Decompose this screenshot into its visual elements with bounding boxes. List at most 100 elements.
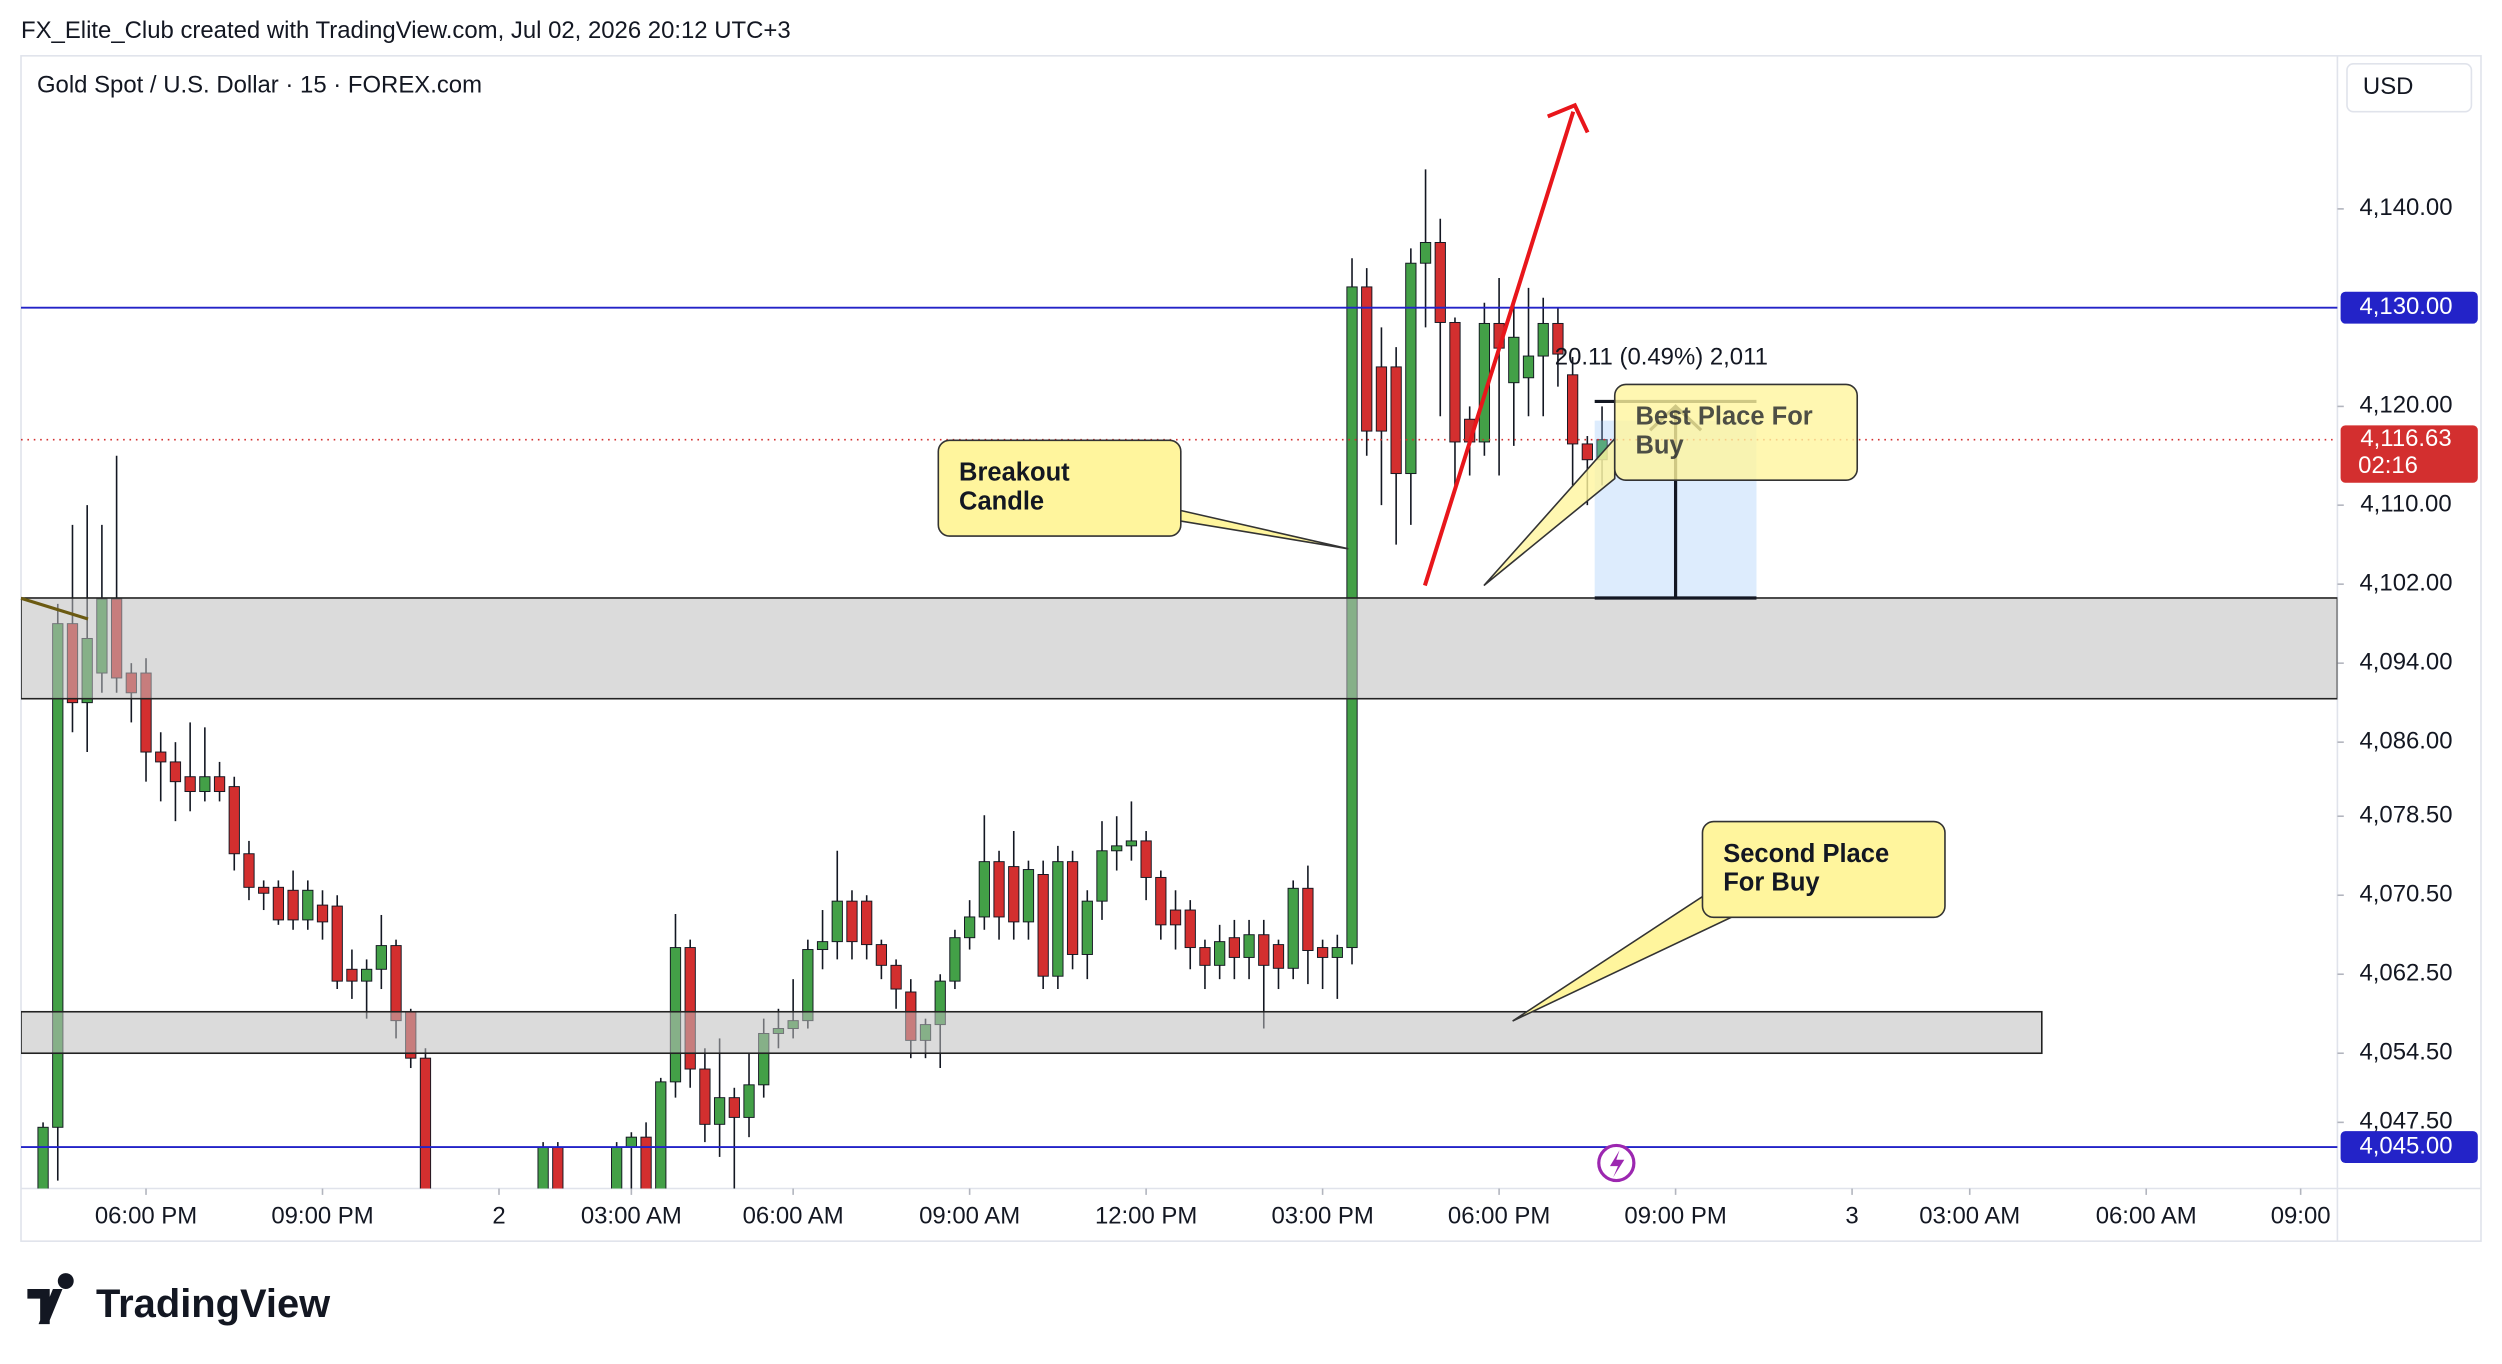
candle-body (419, 1057, 432, 1189)
candle-body (1258, 934, 1270, 966)
callout-box (937, 439, 1182, 537)
candle-body (390, 945, 402, 1022)
last-price-bg (2340, 425, 2478, 483)
x-tick-label: 06:00 AM (743, 1203, 844, 1230)
candle-body (1390, 366, 1402, 475)
level-label-bg (2340, 1131, 2478, 1163)
candle-body (213, 776, 226, 793)
x-tick-label: 09:00 PM (271, 1203, 373, 1230)
candle-body (1302, 887, 1314, 952)
candle-body (1243, 934, 1255, 958)
candle-body (1140, 840, 1152, 878)
candle-body (875, 944, 888, 966)
candle-body (655, 1081, 667, 1189)
y-tick-label: 4,070.50 (2359, 881, 2452, 908)
arrow (1422, 111, 1576, 587)
y-tick-label: 4,110.00 (2360, 490, 2451, 517)
candle-body (1361, 286, 1373, 432)
candle-body (1449, 321, 1461, 443)
zone (21, 597, 2338, 700)
y-tick-label: 4,094.00 (2359, 648, 2452, 675)
level-label: 4,130.00 (2359, 293, 2452, 320)
candle-body (537, 1146, 549, 1189)
callout-text: Buy (1635, 431, 1684, 459)
x-tick-label: 12:00 PM (1095, 1203, 1197, 1230)
currency-box[interactable] (2346, 63, 2473, 113)
zone (21, 1010, 2043, 1055)
candle-body (1111, 845, 1123, 852)
candle-body (1037, 874, 1049, 977)
position-label: 20.11 (0.49%) 2,011 (1555, 344, 1768, 371)
trendline (20, 596, 89, 621)
chart-title: Gold Spot / U.S. Dollar · 15 · FOREX.com (37, 71, 482, 98)
y-tick-label: 4,078.50 (2359, 802, 2452, 829)
last-price-label: 4,116.63 (2360, 425, 2451, 452)
candle-body (1419, 241, 1432, 264)
y-tick-label: 4,062.50 (2359, 960, 2452, 987)
y-tick-label: 4,086.00 (2359, 727, 2452, 754)
x-tick-label: 09:00 AM (919, 1203, 1020, 1230)
candle-body (1287, 887, 1299, 969)
candle-body (846, 900, 858, 943)
brand-logo: TradingView (27, 1273, 331, 1326)
level-label: 4,045.00 (2359, 1132, 2452, 1159)
plot (21, 169, 2338, 1189)
y-tick-label: 4,102.00 (2359, 569, 2452, 596)
candle-body (802, 949, 814, 1022)
candle-body (272, 886, 285, 921)
candle-body (1214, 941, 1226, 966)
candle-body (199, 776, 211, 793)
brand: TradingView (96, 1282, 331, 1326)
candle-body (861, 900, 873, 946)
logo-mark (27, 1273, 74, 1325)
x-tick-label: 06:00 AM (2096, 1203, 2197, 1230)
y-tick-label: 4,120.00 (2359, 392, 2452, 419)
level-label-bg (2340, 291, 2478, 324)
candle-body (1008, 866, 1020, 923)
candle-body (184, 776, 196, 793)
candle-body (1272, 944, 1285, 969)
candle-body (1125, 840, 1138, 847)
candle-body (1228, 937, 1240, 958)
candle-body (37, 1126, 49, 1189)
candle-body (316, 904, 329, 923)
y-tick-label: 4,054.50 (2359, 1039, 2452, 1066)
callout-text: Breakout (959, 459, 1070, 487)
candle-body (1522, 355, 1535, 379)
candle-body (1405, 262, 1417, 475)
x-tick-label: 06:00 PM (1448, 1203, 1550, 1230)
candle-body (287, 889, 299, 921)
candle-body (1155, 876, 1167, 926)
x-tick-label: 3 (1845, 1203, 1858, 1230)
candle-body (1052, 861, 1064, 977)
callout-pointer (1512, 895, 1733, 1022)
candle-body (1184, 909, 1196, 949)
callout-text: Best Place For (1635, 403, 1812, 431)
candle-body (361, 968, 373, 982)
candle-body (375, 945, 387, 970)
candle-body (1508, 336, 1520, 384)
overlay: Breakout Candle Best Place For Buy Secon… (20, 63, 2473, 1326)
candle-body (684, 947, 696, 1070)
candle-body (302, 889, 314, 921)
callout-text: Second Place (1723, 840, 1889, 868)
candle-body (1567, 374, 1579, 445)
candle-body (346, 968, 358, 982)
candle-body (1066, 861, 1079, 955)
x-tick-label: 06:00 PM (95, 1203, 197, 1230)
candle-body (1331, 947, 1343, 958)
credit: FX_Elite_Club created with TradingView.c… (21, 17, 791, 44)
callout-box (1613, 383, 1859, 481)
x-tick-label: 03:00 AM (581, 1203, 682, 1230)
x-tick-label: 03:00 PM (1271, 1203, 1373, 1230)
candle-body (1096, 850, 1108, 902)
callout-box (1701, 820, 1946, 919)
y-tick-label: 4,047.50 (2359, 1108, 2452, 1135)
candle-body (993, 861, 1005, 918)
y-tick-label: 4,140.00 (2359, 194, 2452, 221)
candle-body (1316, 947, 1329, 958)
candle-body (258, 886, 270, 894)
x-tick-label: 2 (492, 1203, 505, 1230)
